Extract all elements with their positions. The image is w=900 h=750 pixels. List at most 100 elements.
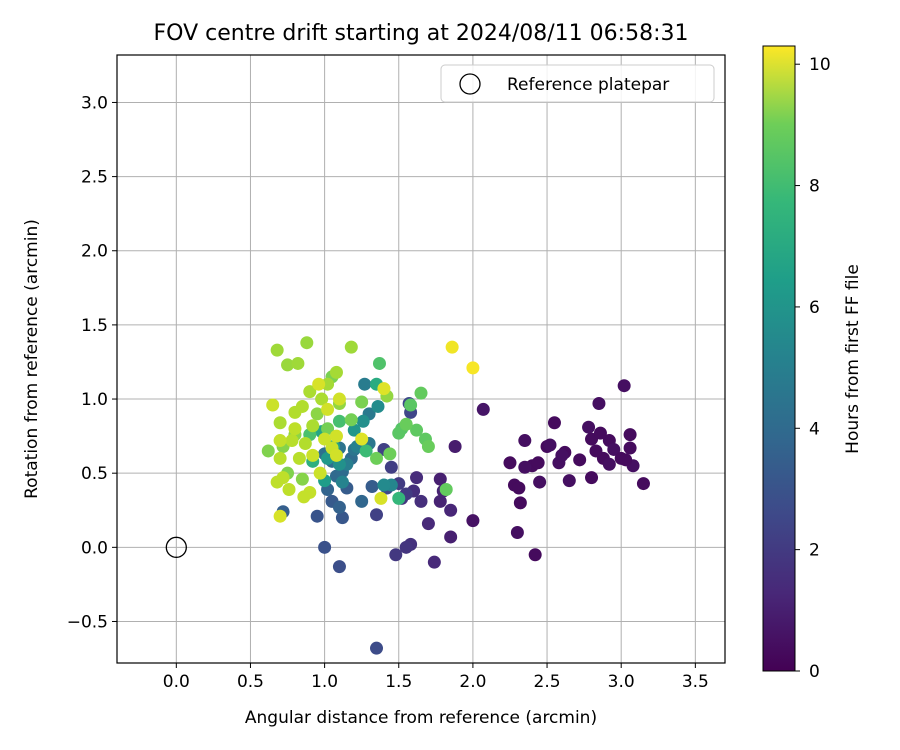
data-point xyxy=(573,453,587,467)
x-tick-label: 1.5 xyxy=(385,672,412,692)
data-point xyxy=(321,377,335,391)
data-point xyxy=(444,503,458,517)
y-tick-label: −0.5 xyxy=(67,612,108,632)
colorbar-ticks: 0 2 4 6 8 10 xyxy=(795,55,831,682)
data-point xyxy=(518,434,532,448)
data-point xyxy=(370,641,384,655)
colorbar-tick-label: 2 xyxy=(809,541,820,561)
data-point xyxy=(273,434,287,448)
x-tick-label: 0.5 xyxy=(237,672,264,692)
colorbar xyxy=(762,45,796,672)
data-point xyxy=(448,439,462,453)
y-tick-label: 3.0 xyxy=(81,93,108,113)
data-point xyxy=(372,356,386,370)
data-point xyxy=(332,500,346,514)
data-point xyxy=(295,472,309,486)
data-point xyxy=(617,379,631,393)
data-point xyxy=(370,508,384,522)
data-point xyxy=(281,358,295,372)
data-point xyxy=(303,485,317,499)
data-point xyxy=(273,451,287,465)
data-point xyxy=(466,514,480,528)
data-point xyxy=(312,377,326,391)
data-point xyxy=(347,423,361,437)
x-tick-label: 3.0 xyxy=(608,672,635,692)
data-point xyxy=(355,395,369,409)
data-point xyxy=(421,517,435,531)
data-point xyxy=(370,451,384,465)
data-point xyxy=(329,429,343,443)
colorbar-tick-label: 0 xyxy=(809,662,820,682)
data-point xyxy=(377,478,391,492)
data-point xyxy=(332,392,346,406)
data-point xyxy=(607,442,621,456)
y-tick-label: 2.5 xyxy=(81,168,108,188)
data-point xyxy=(404,398,418,412)
data-point xyxy=(439,482,453,496)
data-point xyxy=(321,402,335,416)
data-point xyxy=(298,437,312,451)
data-point xyxy=(636,477,650,491)
data-point xyxy=(355,494,369,508)
data-point xyxy=(273,416,287,430)
data-points xyxy=(261,336,650,655)
data-point xyxy=(335,511,349,525)
data-point xyxy=(623,441,637,455)
data-point xyxy=(531,456,545,470)
chart-title: FOV centre drift starting at 2024/08/11 … xyxy=(154,21,689,46)
data-point xyxy=(318,540,332,554)
data-point xyxy=(421,439,435,453)
data-point xyxy=(377,382,391,396)
data-point xyxy=(433,472,447,486)
y-tick-label: 0.5 xyxy=(81,464,108,484)
colorbar-label: Hours from first FF file xyxy=(843,264,863,454)
data-point xyxy=(623,428,637,442)
data-point xyxy=(291,356,305,370)
data-point xyxy=(306,419,320,433)
data-point xyxy=(365,480,379,494)
y-axis-ticks: −0.5 0.0 0.5 1.0 1.5 2.0 2.5 3.0 xyxy=(67,93,117,632)
data-point xyxy=(270,343,284,357)
data-point xyxy=(619,453,633,467)
data-point xyxy=(543,438,557,452)
data-point xyxy=(355,432,369,446)
data-point xyxy=(321,422,335,436)
data-point xyxy=(427,555,441,569)
data-point xyxy=(261,444,275,458)
data-point xyxy=(585,471,599,485)
data-point xyxy=(358,377,372,391)
data-point xyxy=(300,336,314,350)
data-point xyxy=(273,509,287,523)
y-tick-label: 1.0 xyxy=(81,390,108,410)
data-point xyxy=(303,385,317,399)
data-point xyxy=(503,456,517,470)
data-point xyxy=(383,447,397,461)
data-point xyxy=(282,482,296,496)
data-point xyxy=(285,434,299,448)
x-axis-ticks: 0.0 0.5 1.0 1.5 2.0 2.5 3.0 3.5 xyxy=(163,663,709,692)
x-tick-label: 2.5 xyxy=(534,672,561,692)
data-point xyxy=(582,420,596,434)
data-point xyxy=(329,448,343,462)
colorbar-tick-label: 4 xyxy=(809,419,820,439)
data-point xyxy=(356,414,370,428)
data-point xyxy=(374,491,388,505)
data-point xyxy=(335,475,349,489)
data-point xyxy=(555,448,569,462)
data-point xyxy=(292,451,306,465)
data-point xyxy=(332,414,346,428)
x-tick-label: 2.0 xyxy=(459,672,486,692)
data-point xyxy=(414,494,428,508)
data-point xyxy=(476,402,490,416)
data-point xyxy=(310,407,324,421)
data-point xyxy=(562,474,576,488)
data-point xyxy=(332,560,346,574)
data-point xyxy=(518,460,532,474)
legend-marker xyxy=(459,73,481,95)
data-point xyxy=(592,396,606,410)
data-point xyxy=(310,509,324,523)
data-point xyxy=(329,365,343,379)
colorbar-tick-label: 10 xyxy=(809,55,831,75)
legend: Reference platepar xyxy=(440,64,715,103)
